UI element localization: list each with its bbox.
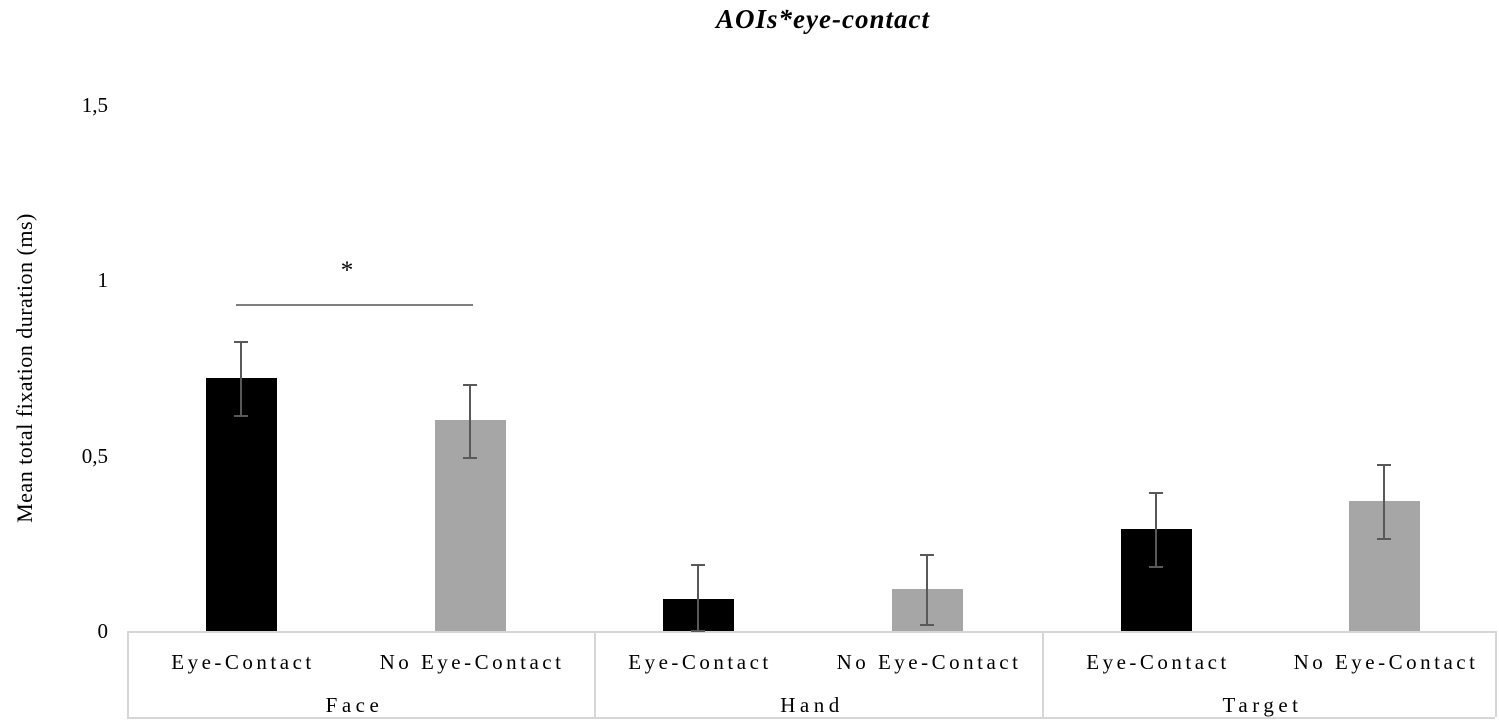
bar-face-eye-contact (206, 378, 277, 631)
error-bar-whisker (1383, 464, 1385, 538)
chart-title: AOIs*eye-contact (716, 4, 930, 34)
y-tick-label: 1 (97, 268, 109, 292)
label-table-bottom-border (127, 717, 1495, 719)
y-tick-label: 1,5 (81, 93, 108, 117)
error-bar-whisker (1155, 492, 1157, 566)
error-bar-cap-bottom (1377, 538, 1391, 540)
significance-line (236, 304, 473, 306)
error-bar-cap-top (1149, 492, 1163, 494)
y-tick-label: 0,5 (81, 444, 108, 468)
error-bar-cap-top (463, 384, 477, 386)
label-table-right-border (1495, 631, 1497, 717)
error-bar-cap-bottom (920, 624, 934, 626)
x-group-label-face: Face (325, 693, 384, 717)
x-category-label: Eye-Contact (1086, 650, 1230, 674)
error-bar-cap-bottom (1149, 566, 1163, 568)
error-bar-whisker (926, 554, 928, 624)
error-bar-cap-top (691, 564, 705, 566)
error-bar-cap-bottom (234, 415, 248, 417)
y-tick-label: 0 (97, 619, 109, 643)
error-bar-whisker (469, 384, 471, 458)
x-group-label-hand: Hand (780, 693, 844, 717)
error-bar-cap-top (920, 554, 934, 556)
error-bar-cap-top (1377, 464, 1391, 466)
group-divider-line (594, 631, 596, 717)
x-category-label: No Eye-Contact (836, 650, 1022, 674)
error-bar-cap-top (234, 341, 248, 343)
group-divider-line (1042, 631, 1044, 717)
x-group-label-target: Target (1222, 693, 1303, 717)
significance-star: * (340, 257, 354, 284)
x-axis-line (127, 631, 1495, 633)
error-bar-whisker (697, 564, 699, 630)
error-bar-whisker (240, 341, 242, 415)
y-axis-title: Mean total fixation duration (ms) (12, 213, 37, 523)
error-bar-cap-bottom (463, 457, 477, 459)
x-category-label: No Eye-Contact (379, 650, 565, 674)
x-category-label: Eye-Contact (628, 650, 772, 674)
x-category-label: Eye-Contact (171, 650, 315, 674)
x-category-label: No Eye-Contact (1293, 650, 1479, 674)
error-bar-cap-bottom (691, 630, 705, 632)
label-table-left-border (127, 631, 129, 717)
